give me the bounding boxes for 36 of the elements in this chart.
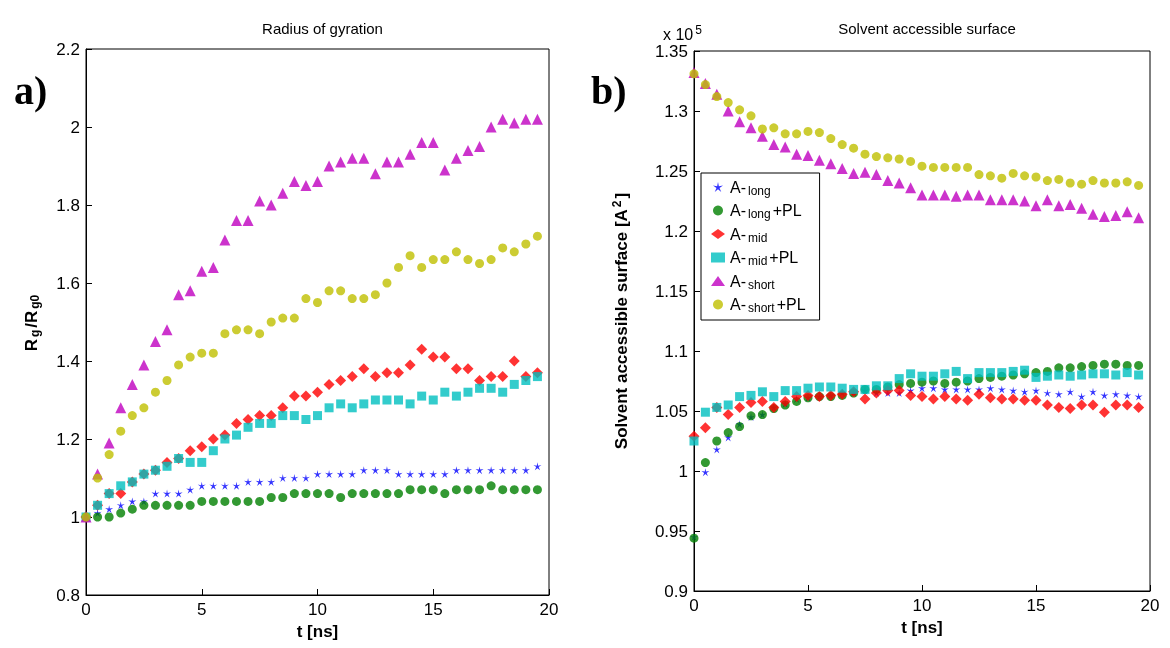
y-tick-label: 0.8 [56, 585, 80, 605]
y-tick-label: 1.15 [654, 281, 688, 301]
chart-title: Radius of gyration [262, 20, 383, 37]
x-tick-label: 15 [1026, 596, 1046, 615]
x-tick-label: 5 [197, 600, 207, 619]
y-tick-label: 1 [70, 507, 80, 527]
x-tick-label: 10 [308, 600, 327, 619]
x-tick-label: 0 [689, 596, 699, 615]
x-tick-label: 5 [803, 596, 813, 615]
x-tick-label: 0 [81, 600, 91, 619]
y-tick-label: 1.25 [654, 161, 688, 181]
y-tick-label: 1 [678, 461, 688, 481]
y-tick-label: 1.4 [56, 351, 80, 371]
y-tick-label: 1.3 [664, 101, 688, 121]
y-tick-label: 0.9 [664, 581, 688, 601]
x-tick-label: 20 [539, 600, 559, 619]
text: b) [591, 67, 627, 113]
y-tick-label: 1.2 [664, 221, 688, 241]
x-tick-label: 20 [1140, 596, 1160, 615]
y-tick-label: 0.95 [654, 521, 688, 541]
x-axis-title: t [ns] [901, 617, 943, 637]
text: a) [14, 67, 48, 113]
x-tick-label: 15 [423, 600, 443, 619]
chart-title: Solvent accessible surface [838, 20, 1016, 37]
x-axis-title: t [ns] [296, 621, 339, 641]
y-axis-title: Rg/Rg0 [21, 294, 42, 352]
y-tick-label: 1.1 [664, 341, 688, 361]
y-tick-label: 1.35 [654, 41, 688, 61]
y-tick-label: 1.05 [654, 401, 688, 421]
y-axis-title: Solvent accessible surface [A2] [610, 192, 631, 450]
x-tick-label: 10 [912, 596, 932, 615]
y-tick-label: 1.6 [56, 273, 80, 293]
y-tick-label: 2 [70, 117, 80, 137]
y-tick-label: 1.2 [56, 429, 80, 449]
y-tick-label: 2.2 [56, 39, 80, 59]
y-tick-label: 1.8 [56, 195, 80, 215]
